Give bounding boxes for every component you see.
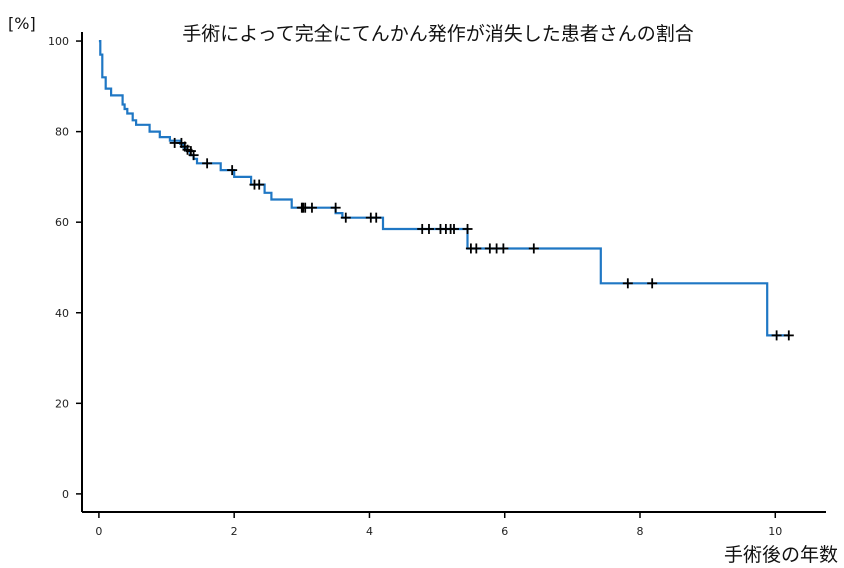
y-axis-label: [%] [8,14,36,33]
censor-mark [449,223,459,234]
censor-mark [471,243,482,254]
censor-marks [169,137,794,341]
y-tick-label: 20 [55,397,69,410]
censor-mark [462,223,473,234]
y-tick-label: 60 [55,216,69,229]
x-axis-label: 手術後の年数 [724,544,838,566]
x-ticks: 0 2 4 6 8 10 [95,512,782,538]
chart-title: 手術によって完全にてんかん発作が消失した患者さんの割合 [182,23,693,45]
censor-mark [783,330,794,341]
x-tick-label: 4 [366,525,373,538]
x-tick-label: 6 [501,525,508,538]
censor-mark [227,165,238,176]
y-tick-label: 40 [55,307,69,320]
x-tick-label: 10 [768,525,782,538]
x-tick-label: 2 [231,525,238,538]
y-tick-label: 80 [55,126,69,139]
y-tick-label: 0 [62,488,69,501]
censor-mark [498,243,509,254]
censor-mark [423,223,434,234]
censor-mark [330,202,341,213]
censor-mark [254,179,265,190]
censor-mark [647,278,658,289]
censor-mark [371,212,382,223]
series-layer [98,40,789,337]
censor-mark [528,243,539,254]
km-curve [98,40,789,337]
censor-mark [188,150,199,161]
censor-mark [340,212,351,223]
x-tick-label: 8 [637,525,644,538]
x-tick-label: 0 [95,525,102,538]
y-ticks: 0 20 40 60 80 100 [48,35,82,501]
y-tick-label: 100 [48,35,69,48]
censor-mark [622,278,633,289]
censor-mark [771,330,782,341]
censor-mark [202,158,213,169]
censor-mark [306,202,317,213]
